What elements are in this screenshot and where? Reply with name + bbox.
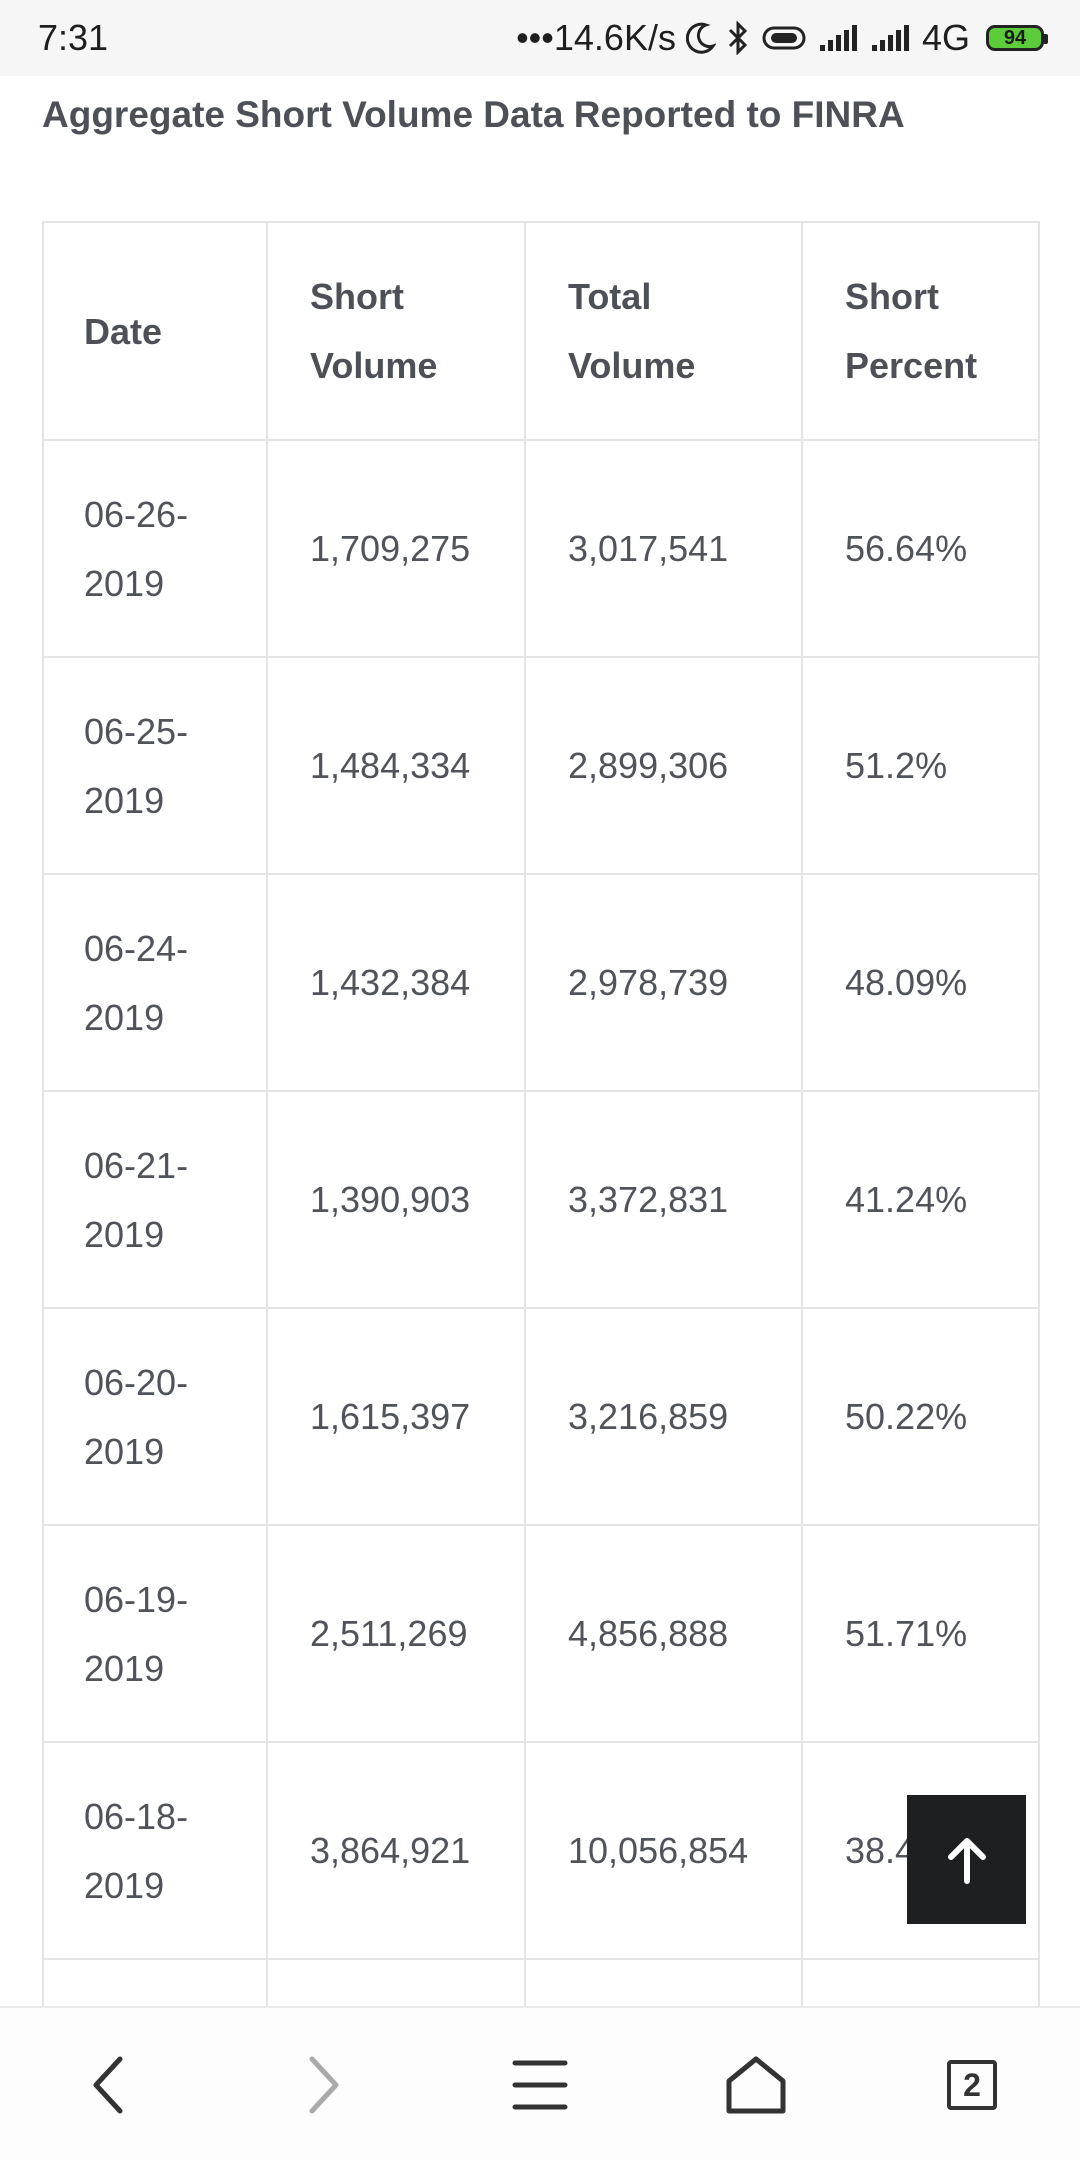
table-row: 06-18- 2019 3,864,921 10,056,854 38.4 xyxy=(42,1741,1040,1960)
cell-date: 06-20- 2019 xyxy=(42,1307,268,1526)
battery-icon: 94 xyxy=(986,25,1048,51)
forward-arrow-icon xyxy=(309,2056,339,2114)
bluetooth-icon xyxy=(728,21,748,55)
vibrate-icon xyxy=(762,26,806,50)
short-volume-table: Date Short Volume Total Volume Short Per… xyxy=(42,221,1040,2160)
cell-short-volume: 2,511,269 xyxy=(266,1524,526,1743)
table-row: 06-25- 2019 1,484,334 2,899,306 51.2% xyxy=(42,656,1040,875)
back-to-top-button[interactable] xyxy=(907,1795,1026,1924)
cell-date: 06-18- 2019 xyxy=(42,1741,268,1960)
network-type: 4G xyxy=(921,17,970,58)
table-header-row: Date Short Volume Total Volume Short Per… xyxy=(42,221,1040,441)
cell-date: 06-21- 2019 xyxy=(42,1090,268,1309)
signal-icon xyxy=(871,25,909,51)
tab-count: 2 xyxy=(963,2066,981,2103)
short-volume-table-container: Date Short Volume Total Volume Short Per… xyxy=(42,221,1040,2160)
table-row: 06-19- 2019 2,511,269 4,856,888 51.71% xyxy=(42,1524,1040,1743)
cell-total-volume: 3,372,831 xyxy=(524,1090,803,1309)
cell-short-volume: 1,484,334 xyxy=(266,656,526,875)
cell-short-volume: 3,864,921 xyxy=(266,1741,526,1960)
browser-bottom-nav: 2 xyxy=(0,2006,1080,2160)
arrow-up-icon xyxy=(947,1837,986,1884)
menu-icon xyxy=(512,2060,568,2110)
page-title: Aggregate Short Volume Data Reported to … xyxy=(42,94,905,135)
header-date: Date xyxy=(42,221,268,441)
status-bar: 7:31 •••14.6K/s xyxy=(0,0,1080,76)
network-speed: •••14.6K/s xyxy=(516,17,676,58)
cell-date: 06-26- 2019 xyxy=(42,439,268,658)
signal-icon xyxy=(819,25,857,51)
cell-short-percent: 51.71% xyxy=(801,1524,1040,1743)
cell-total-volume: 3,017,541 xyxy=(524,439,803,658)
cell-date: 06-24- 2019 xyxy=(42,873,268,1092)
cell-total-volume: 2,899,306 xyxy=(524,656,803,875)
cell-short-percent: 56.64% xyxy=(801,439,1040,658)
cell-total-volume: 4,856,888 xyxy=(524,1524,803,1743)
cell-short-percent: 48.09% xyxy=(801,873,1040,1092)
table-row: 06-20- 2019 1,615,397 3,216,859 50.22% xyxy=(42,1307,1040,1526)
cell-total-volume: 3,216,859 xyxy=(524,1307,803,1526)
header-short-volume: Short Volume xyxy=(266,221,526,441)
table-row: 06-21- 2019 1,390,903 3,372,831 41.24% xyxy=(42,1090,1040,1309)
tabs-icon: 2 xyxy=(947,2060,997,2110)
moon-icon xyxy=(685,22,716,54)
back-arrow-icon xyxy=(93,2056,123,2114)
menu-button[interactable] xyxy=(480,2025,600,2145)
cell-short-percent: 51.2% xyxy=(801,656,1040,875)
cell-short-volume: 1,615,397 xyxy=(266,1307,526,1526)
cell-short-volume: 1,390,903 xyxy=(266,1090,526,1309)
cell-short-percent: 41.24% xyxy=(801,1090,1040,1309)
back-button[interactable] xyxy=(48,2025,168,2145)
home-button[interactable] xyxy=(696,2025,816,2145)
status-time: 7:31 xyxy=(38,17,109,58)
table-row: 06-26- 2019 1,709,275 3,017,541 56.64% xyxy=(42,439,1040,658)
cell-total-volume: 10,056,854 xyxy=(524,1741,803,1960)
header-short-percent: Short Percent xyxy=(801,221,1040,441)
cell-date: 06-19- 2019 xyxy=(42,1524,268,1743)
status-indicators: •••14.6K/s xyxy=(516,17,1048,59)
battery-level: 94 xyxy=(1003,26,1027,49)
cell-short-percent: 50.22% xyxy=(801,1307,1040,1526)
forward-button[interactable] xyxy=(264,2025,384,2145)
home-icon xyxy=(726,2056,786,2114)
cell-total-volume: 2,978,739 xyxy=(524,873,803,1092)
table-row: 06-24- 2019 1,432,384 2,978,739 48.09% xyxy=(42,873,1040,1092)
cell-date: 06-25- 2019 xyxy=(42,656,268,875)
tabs-button[interactable]: 2 xyxy=(912,2025,1032,2145)
cell-short-volume: 1,432,384 xyxy=(266,873,526,1092)
cell-short-volume: 1,709,275 xyxy=(266,439,526,658)
header-total-volume: Total Volume xyxy=(524,221,803,441)
